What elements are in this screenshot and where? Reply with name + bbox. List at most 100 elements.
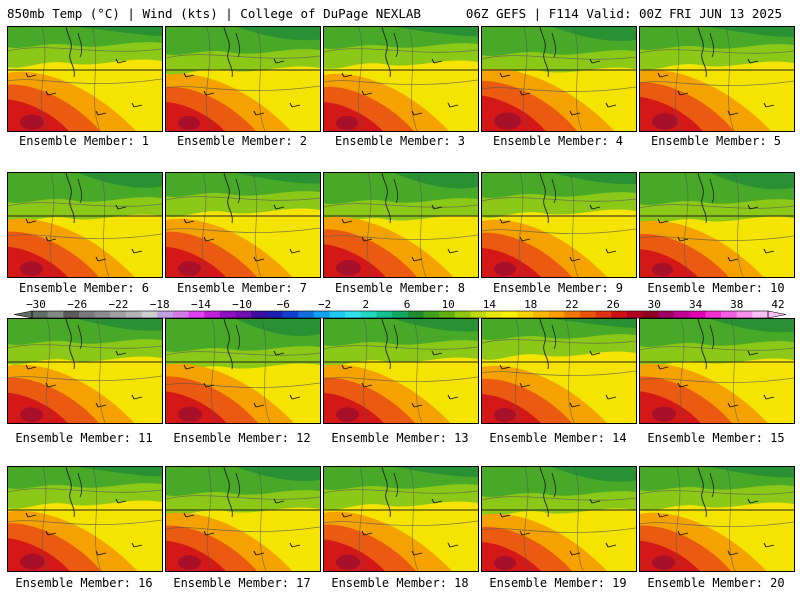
colorbar-tick-label: −30 bbox=[26, 298, 46, 311]
colorbar-tick-label: −6 bbox=[277, 298, 290, 311]
colorbar-swatch bbox=[548, 311, 565, 318]
colorbar-swatch bbox=[141, 311, 158, 318]
colorbar-swatch bbox=[470, 311, 487, 318]
ensemble-member-map bbox=[323, 172, 479, 278]
colorbar-tick-label: −2 bbox=[318, 298, 331, 311]
member-label: Ensemble Member: 20 bbox=[647, 576, 785, 590]
member-label: Ensemble Member: 13 bbox=[331, 431, 469, 445]
colorbar-tick-label: −10 bbox=[232, 298, 252, 311]
member-label: Ensemble Member: 4 bbox=[492, 134, 624, 148]
colorbar-swatch bbox=[345, 311, 362, 318]
colorbar-swatch bbox=[78, 311, 96, 318]
member-label: Ensemble Member: 9 bbox=[492, 281, 624, 295]
colorbar-swatch bbox=[564, 311, 581, 318]
colorbar-tick-label: 34 bbox=[689, 298, 703, 311]
colorbar-tick-label: 38 bbox=[730, 298, 743, 311]
colorbar-swatch bbox=[580, 311, 597, 318]
member-label: Ensemble Member: 16 bbox=[15, 576, 153, 590]
colorbar-swatch bbox=[752, 311, 769, 318]
colorbar-swatch bbox=[204, 311, 221, 318]
colorbar-swatch bbox=[235, 311, 252, 318]
colorbar-swatch bbox=[94, 311, 111, 318]
member-label: Ensemble Member: 11 bbox=[15, 431, 153, 445]
colorbar-tick-label: 22 bbox=[565, 298, 578, 311]
colorbar-swatch bbox=[674, 311, 691, 318]
colorbar-swatch bbox=[32, 311, 49, 318]
ensemble-member-map bbox=[7, 466, 163, 572]
member-label: Ensemble Member: 14 bbox=[489, 431, 627, 445]
colorbar-swatch bbox=[219, 311, 236, 318]
colorbar-tick-label: 2 bbox=[362, 298, 369, 311]
ensemble-member-map bbox=[165, 318, 321, 424]
ensemble-member-map bbox=[7, 26, 163, 132]
colorbar-swatch bbox=[517, 311, 534, 318]
colorbar-swatch bbox=[125, 311, 143, 318]
colorbar-tick-label: 42 bbox=[771, 298, 784, 311]
colorbar-swatch bbox=[157, 311, 174, 318]
colorbar-tick-label: 30 bbox=[648, 298, 661, 311]
colorbar-swatch bbox=[188, 311, 205, 318]
colorbar-swatch bbox=[360, 311, 377, 318]
colorbar-swatch bbox=[298, 311, 315, 318]
member-label: Ensemble Member: 7 bbox=[176, 281, 308, 295]
colorbar-swatch bbox=[454, 311, 471, 318]
colorbar-swatch bbox=[501, 311, 518, 318]
colorbar-swatch bbox=[439, 311, 456, 318]
colorbar-swatch bbox=[736, 311, 753, 318]
member-label: Ensemble Member: 19 bbox=[489, 576, 627, 590]
member-label: Ensemble Member: 3 bbox=[334, 134, 466, 148]
ensemble-member-map bbox=[481, 466, 637, 572]
colorbar-swatch bbox=[423, 311, 440, 318]
ensemble-member-map bbox=[323, 318, 479, 424]
colorbar-swatch bbox=[642, 311, 659, 318]
ensemble-member-map bbox=[7, 172, 163, 278]
colorbar-swatch bbox=[595, 311, 612, 318]
ensemble-member-map bbox=[639, 318, 795, 424]
colorbar-swatch bbox=[313, 311, 330, 318]
ensemble-member-map bbox=[639, 466, 795, 572]
member-label: Ensemble Member: 10 bbox=[647, 281, 785, 295]
member-label: Ensemble Member: 6 bbox=[18, 281, 150, 295]
colorbar-tick-label: 10 bbox=[442, 298, 455, 311]
colorbar-graphic: −30 −26 −22 −18 −14 −10 −6 −2 2 6 10 14 18 22 26 30 34 38… bbox=[13, 298, 787, 319]
colorbar-swatch bbox=[611, 311, 628, 318]
member-label: Ensemble Member: 15 bbox=[647, 431, 785, 445]
colorbar-swatch bbox=[251, 311, 268, 318]
colorbar-high-arrow bbox=[767, 310, 787, 319]
colorbar-outline bbox=[31, 310, 769, 319]
member-label: Ensemble Member: 8 bbox=[334, 281, 466, 295]
ensemble-member-map bbox=[639, 26, 795, 132]
colorbar-swatch bbox=[627, 311, 644, 318]
colorbar-swatch bbox=[689, 311, 706, 318]
colorbar-swatch bbox=[110, 311, 127, 318]
colorbar-swatch bbox=[533, 311, 550, 318]
colorbar-low-arrow bbox=[13, 310, 33, 319]
colorbar-swatch bbox=[658, 311, 675, 318]
colorbar-swatch bbox=[63, 311, 80, 318]
colorbar-tick-label: −18 bbox=[150, 298, 170, 311]
colorbar-swatch bbox=[172, 311, 189, 318]
member-label: Ensemble Member: 1 bbox=[18, 134, 150, 148]
colorbar-tick-label: −14 bbox=[191, 298, 211, 311]
colorbar-tick-label: 6 bbox=[404, 298, 411, 311]
colorbar-swatch bbox=[266, 311, 283, 318]
map-title: 850mb Temp (°C) | Wind (kts) | College o… bbox=[7, 6, 421, 21]
colorbar-swatch bbox=[47, 311, 64, 318]
ensemble-member-map bbox=[165, 466, 321, 572]
ensemble-member-map bbox=[639, 172, 795, 278]
ensemble-member-map bbox=[323, 466, 479, 572]
member-label: Ensemble Member: 5 bbox=[650, 134, 782, 148]
ensemble-member-map bbox=[7, 318, 163, 424]
colorbar-swatch bbox=[721, 311, 738, 318]
colorbar-swatch bbox=[392, 311, 409, 318]
ensemble-member-map bbox=[481, 172, 637, 278]
colorbar-tick-label: −26 bbox=[67, 298, 87, 311]
valid-time: 06Z GEFS | F114 Valid: 00Z FRI JUN 13 20… bbox=[465, 6, 782, 21]
ensemble-member-map bbox=[481, 26, 637, 132]
ensemble-member-map bbox=[165, 26, 321, 132]
colorbar-swatch bbox=[486, 311, 503, 318]
colorbar-swatch bbox=[376, 311, 393, 318]
colorbar-tick-label: 26 bbox=[606, 298, 619, 311]
member-label: Ensemble Member: 12 bbox=[173, 431, 311, 445]
ensemble-member-map bbox=[481, 318, 637, 424]
